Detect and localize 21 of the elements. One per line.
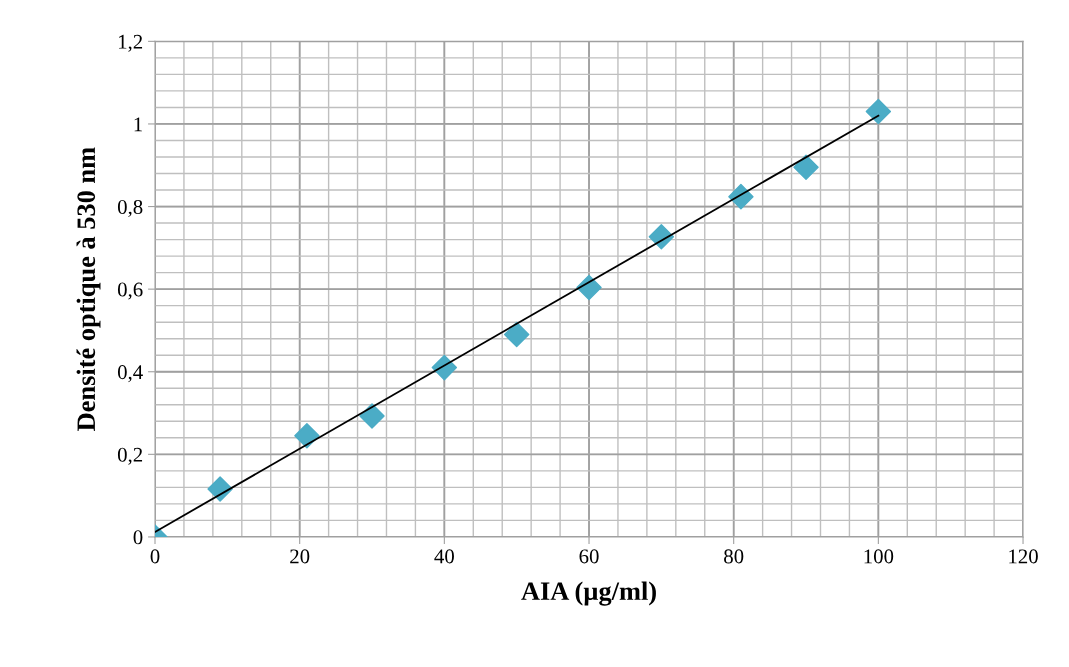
x-tick-label: 60: [579, 549, 599, 564]
y-tick-label: 1: [134, 117, 142, 132]
y-tick-label: 0,4: [117, 365, 143, 383]
x-tick-label: 0: [150, 549, 160, 564]
x-axis-title: AIA (µg/ml): [521, 581, 656, 606]
y-tick-label: 0: [133, 530, 143, 545]
x-tick-label: 120: [1009, 549, 1038, 564]
point: [359, 403, 385, 429]
y-tick-label: 0,8: [117, 199, 143, 217]
point: [793, 154, 819, 181]
y-axis-title: Densité optique à 530 nm: [76, 147, 101, 431]
x-tick-label: 40: [434, 549, 454, 564]
point: [294, 423, 320, 449]
y-tick-label: 0,6: [117, 282, 143, 300]
x-tick-label: 80: [724, 549, 744, 564]
y-tick-label: 1,2: [118, 34, 143, 52]
point: [503, 321, 530, 348]
x-tick-label: 100: [864, 549, 894, 564]
point: [865, 98, 892, 125]
x-tick-label: 20: [290, 549, 310, 564]
y-tick-label: 0,2: [117, 447, 143, 465]
